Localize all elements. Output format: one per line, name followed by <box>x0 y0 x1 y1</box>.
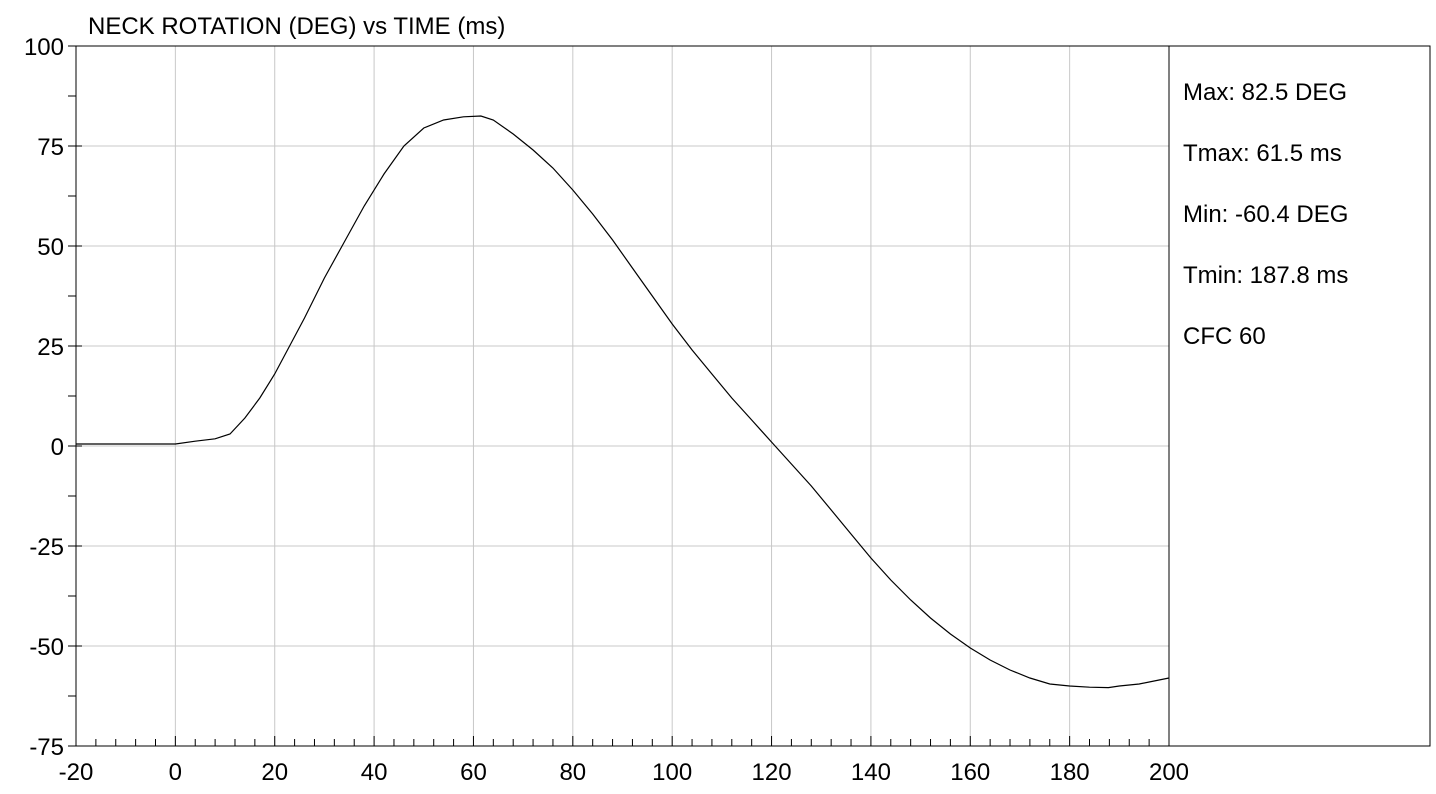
stats-line: Tmin: 187.8 ms <box>1183 262 1348 289</box>
y-tick-label: 100 <box>24 34 64 61</box>
minor-ticks <box>68 45 1170 747</box>
x-tick-label: 120 <box>752 759 792 786</box>
x-tick-label: 180 <box>1050 759 1090 786</box>
y-tick-label: -50 <box>29 634 64 661</box>
x-tick-label: 40 <box>361 759 388 786</box>
x-tick-label: 20 <box>261 759 288 786</box>
x-tick-labels: -20 0 20 40 60 80 100 120 140 160 180 200 <box>59 759 1189 786</box>
stats-lines: Max: 82.5 DEG Tmax: 61.5 ms Min: -60.4 DEG… <box>1183 79 1348 350</box>
y-tick-label: 75 <box>37 134 64 161</box>
chart-title: NECK ROTATION (DEG) vs TIME (ms) <box>88 13 505 40</box>
y-tick-label: 50 <box>37 234 64 261</box>
x-tick-label: 0 <box>169 759 182 786</box>
series-line-neck-rotation <box>76 115 1170 689</box>
stats-line: Min: -60.4 DEG <box>1183 201 1348 228</box>
y-tick-label: 25 <box>37 334 64 361</box>
stats-line: Max: 82.5 DEG <box>1183 79 1347 106</box>
stats-line: CFC 60 <box>1183 323 1266 350</box>
y-tick-label: -25 <box>29 534 64 561</box>
x-tick-label: 80 <box>559 759 586 786</box>
x-tick-label: 100 <box>652 759 692 786</box>
y-tick-labels: 100 75 50 25 0 -25 -50 -75 <box>24 34 64 761</box>
stats-panel <box>1168 45 1431 747</box>
x-tick-label: 60 <box>460 759 487 786</box>
grid-lines <box>76 46 1169 746</box>
x-tick-label: 140 <box>851 759 891 786</box>
y-tick-label: 0 <box>51 434 64 461</box>
plot-frame <box>75 45 1170 747</box>
x-tick-label: -20 <box>59 759 94 786</box>
stats-line: Tmax: 61.5 ms <box>1183 140 1342 167</box>
x-tick-label: 160 <box>950 759 990 786</box>
x-tick-label: 200 <box>1149 759 1189 786</box>
y-tick-label: -75 <box>29 734 64 761</box>
